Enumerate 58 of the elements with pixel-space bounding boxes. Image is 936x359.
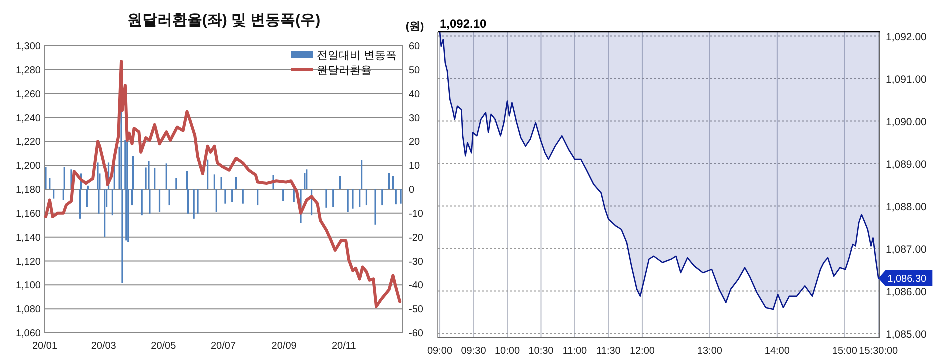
x-tick-label: 15:30:00 [859,346,899,357]
x-tick-label: 10:00 [494,346,520,357]
y2-tick-label: 0 [409,185,415,196]
x-tick-label: 12:00 [630,346,656,357]
y-tick-label: 1,220 [16,137,42,148]
annotation: 1,086.30 [888,274,928,285]
legend-label: 원달러환율 [317,65,372,77]
x-tick-label: 20/05 [151,341,177,352]
y-tick-label: 1,085.00 [886,328,928,341]
y-tick-label: 1,100 [16,280,42,292]
ref-line-label: 1,092.10 [440,17,488,31]
y2-tick-label: -20 [409,232,424,244]
y-tick-label: 1,260 [16,89,42,100]
y-tick-label: 1,120 [16,256,42,268]
x-tick-label: 11:30 [596,346,622,357]
y2-tick-label: 30 [409,113,421,124]
x-tick-label: 20/01 [32,341,58,352]
x-tick-label: 10:30 [528,346,554,357]
y-tick-label: 1,089.00 [886,158,928,171]
x-tick-label: 09:00 [428,346,453,357]
y2-tick-label: 60 [409,42,421,52]
y-tick-label: 1,080 [16,304,42,316]
y2-tick-label: -60 [409,328,424,340]
x-tick-label: 20/11 [332,341,357,352]
y-tick-label: 1,160 [16,208,42,220]
line-series [44,60,402,308]
x-tick-label: 11:00 [562,346,588,357]
x-tick-label: 09:30 [461,346,487,357]
y2-tick-label: -10 [409,208,424,220]
x-tick-label: 20/09 [272,341,298,352]
y-tick-label: 1,200 [16,161,42,172]
y2-tick-label: 40 [409,89,421,100]
y-tick-label: 1,091.00 [886,74,928,86]
y2-tick-label: -30 [409,256,424,268]
y2-tick-label: -50 [409,304,424,316]
y-tick-label: 1,087.00 [886,244,928,256]
y2-axis-title: (원) [406,21,424,33]
x-tick-label: 20/03 [91,341,117,352]
y-tick-label: 1,180 [16,185,42,196]
legend-label: 전일대비 변동폭 [317,50,398,62]
x-tick-label: 13:00 [697,346,723,357]
y-tick-label: 1,086.00 [886,286,928,298]
y2-tick-label: 20 [409,137,421,148]
y2-tick-label: 50 [409,65,421,76]
y2-tick-label: -40 [409,280,424,292]
x-tick-label: 14:00 [764,346,790,357]
y-tick-label: 1,090.00 [886,116,928,128]
y-tick-label: 1,092.00 [886,31,928,44]
y-tick-label: 1,060 [16,328,42,340]
y-tick-label: 1,280 [16,65,42,76]
chart-title: 원달러환율(좌) 및 변동폭(우) [127,12,321,29]
y-tick-label: 1,140 [16,232,42,244]
y-tick-label: 1,088.00 [886,201,928,214]
x-tick-label: 20/07 [210,341,236,352]
y-tick-label: 1,300 [16,42,42,52]
y-tick-label: 1,240 [16,113,42,124]
y2-tick-label: 10 [409,161,421,172]
x-tick-label: 15:00 [832,346,858,357]
